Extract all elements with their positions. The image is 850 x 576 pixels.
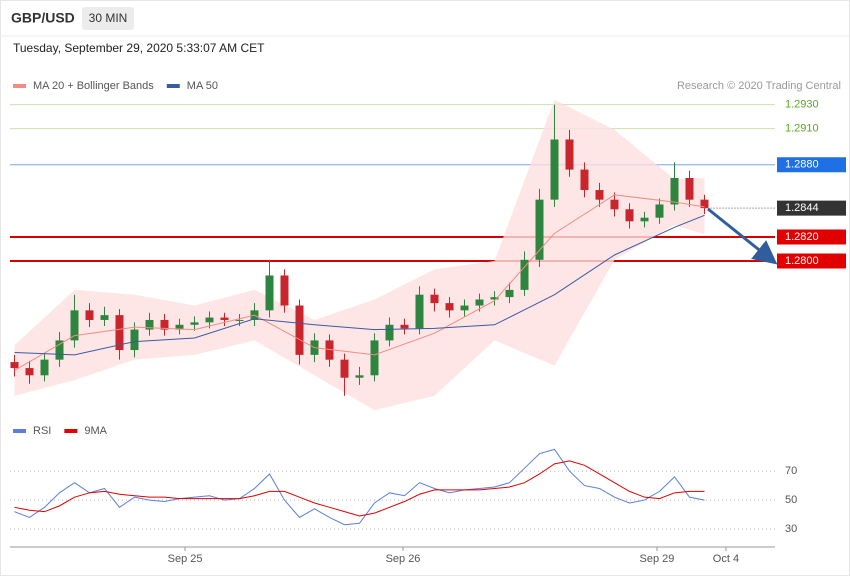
interval-button[interactable] [82,7,134,30]
bollinger-band [14,99,705,411]
rsi-pane: RSI 9MA 30 50 70 Sep 25 Sep 26 Sep 29 Oct 4 [10,425,797,565]
moving-average [14,214,705,356]
candle-body [145,319,154,330]
candle-body [40,359,49,376]
candle-body [445,303,454,311]
candle-body [160,319,169,330]
level-label: 1.2930 [785,99,819,111]
interval[interactable]: 30 MIN [89,11,128,25]
candle-body [655,204,664,218]
candle-body [115,315,124,351]
level-tag [777,253,846,269]
candle-body [490,297,499,300]
candle-body [625,209,634,222]
candle-body [505,289,514,298]
legend-label: 9MA [84,425,107,437]
legend-label: RSI [33,425,51,437]
credit: Research © 2020 Trading Central [677,80,841,92]
candle-body [385,324,394,341]
candle-body [520,259,529,290]
candle-body [205,317,214,323]
legend-label: MA 20 + Bollinger Bands [33,80,154,92]
indicator-line [14,460,705,517]
x-tick-label: Sep 26 [386,553,421,565]
candle-body [355,375,364,378]
level-label: 1.2910 [785,123,819,135]
candle-body [460,305,469,311]
forecast-arrow [707,207,778,265]
candle-body [100,315,109,320]
candle-body [70,310,79,341]
y-tick-label: 30 [785,523,797,535]
candle-body [565,139,574,170]
candle-body [265,275,274,311]
timestamp: Tuesday, September 29, 2020 5:33:07 AM C… [13,41,265,55]
candle-body [550,139,559,200]
candle-body [235,319,244,321]
x-tick-label: Sep 25 [168,553,203,565]
legend-label: MA 50 [187,80,218,92]
candle-body [370,340,379,376]
level-tag [777,200,846,216]
candle-body [25,368,34,376]
candle-body [610,199,619,210]
level-tag [777,229,846,245]
candle-body [670,178,679,205]
candle-body [595,190,604,200]
candle-body [190,322,199,325]
candle-body [85,310,94,320]
symbol: GBP/USD [11,10,75,26]
candle-body [640,217,649,222]
candle-body [415,294,424,329]
level-label: 1.2820 [785,231,819,243]
candle-body [325,340,334,360]
candle-body [220,317,229,320]
price-pane: MA 20 + Bollinger Bands MA 50 1.2930 1.2910… [10,80,846,411]
level-label: 1.2880 [785,159,819,171]
candle-body [430,294,439,304]
candle-body [55,340,64,360]
x-tick-label: Oct 4 [713,553,739,565]
y-tick-label: 50 [785,494,797,506]
indicator-line [14,448,705,526]
candle-body [535,199,544,260]
candle-body [10,362,19,369]
candle-body [295,305,304,355]
candle-body [175,324,184,330]
level-label: 1.2800 [785,255,819,267]
y-tick-label: 70 [785,465,797,477]
moving-average [14,194,705,371]
candle-body [340,359,349,378]
candle-body [580,169,589,191]
candle-body [685,178,694,200]
candle-body [130,329,139,351]
candle-body [700,199,709,209]
level-tag [777,157,846,173]
level-label: 1.2844 [785,202,819,214]
candle-body [280,275,289,306]
x-tick-label: Sep 29 [640,553,675,565]
candle-body [475,299,484,306]
candle-body [400,324,409,329]
